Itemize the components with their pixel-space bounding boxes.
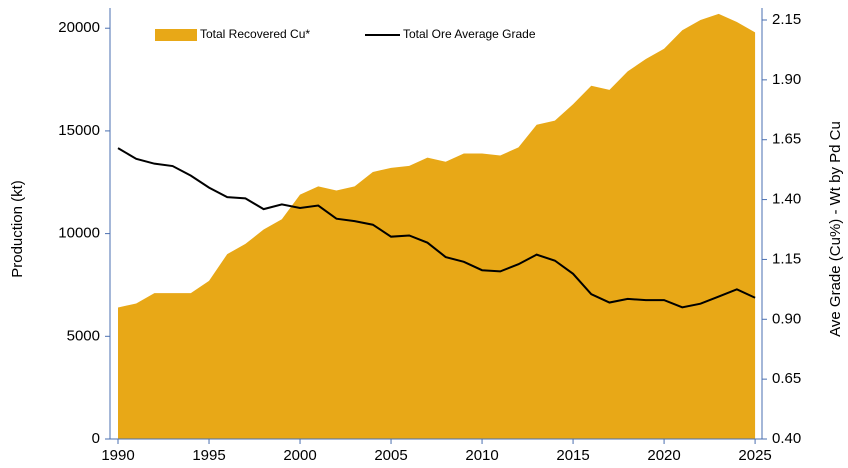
area <box>118 13 756 440</box>
legend-label: Total Recovered Cu* <box>200 27 310 41</box>
y2-tick-label: 1.15 <box>772 250 801 267</box>
y2-tick-label: 0.90 <box>772 310 801 327</box>
legend-label: Total Ore Average Grade <box>403 27 536 41</box>
x-tick-label: 2010 <box>465 447 498 464</box>
y-tick-label: 0 <box>92 430 100 447</box>
y-tick-label: 10000 <box>58 225 100 242</box>
x-tick-label: 2015 <box>556 447 589 464</box>
y2-axis-label: Ave Grade (Cu%) - Wt by Pd Cu <box>827 121 844 337</box>
y2-tick-label: 1.65 <box>772 131 801 148</box>
x-tick-label: 2000 <box>283 447 316 464</box>
x-tick-label: 2005 <box>374 447 407 464</box>
legend-swatch <box>155 29 197 41</box>
x-tick-label: 2020 <box>647 447 680 464</box>
y2-tick-label: 1.90 <box>772 71 801 88</box>
y-tick-label: 5000 <box>67 327 100 344</box>
x-tick-label: 2025 <box>738 447 771 464</box>
y2-tick-label: 2.15 <box>772 11 801 28</box>
x-tick-label: 1990 <box>101 447 134 464</box>
y2-tick-label: 1.40 <box>772 191 801 208</box>
y2-tick-label: 0.40 <box>772 430 801 447</box>
x-tick-label: 1995 <box>192 447 225 464</box>
y-tick-label: 20000 <box>58 19 100 36</box>
line <box>117 147 756 309</box>
y-tick-label: 15000 <box>58 122 100 139</box>
y2-tick-label: 0.65 <box>772 370 801 387</box>
y-axis-label: Production (kt) <box>9 180 26 278</box>
